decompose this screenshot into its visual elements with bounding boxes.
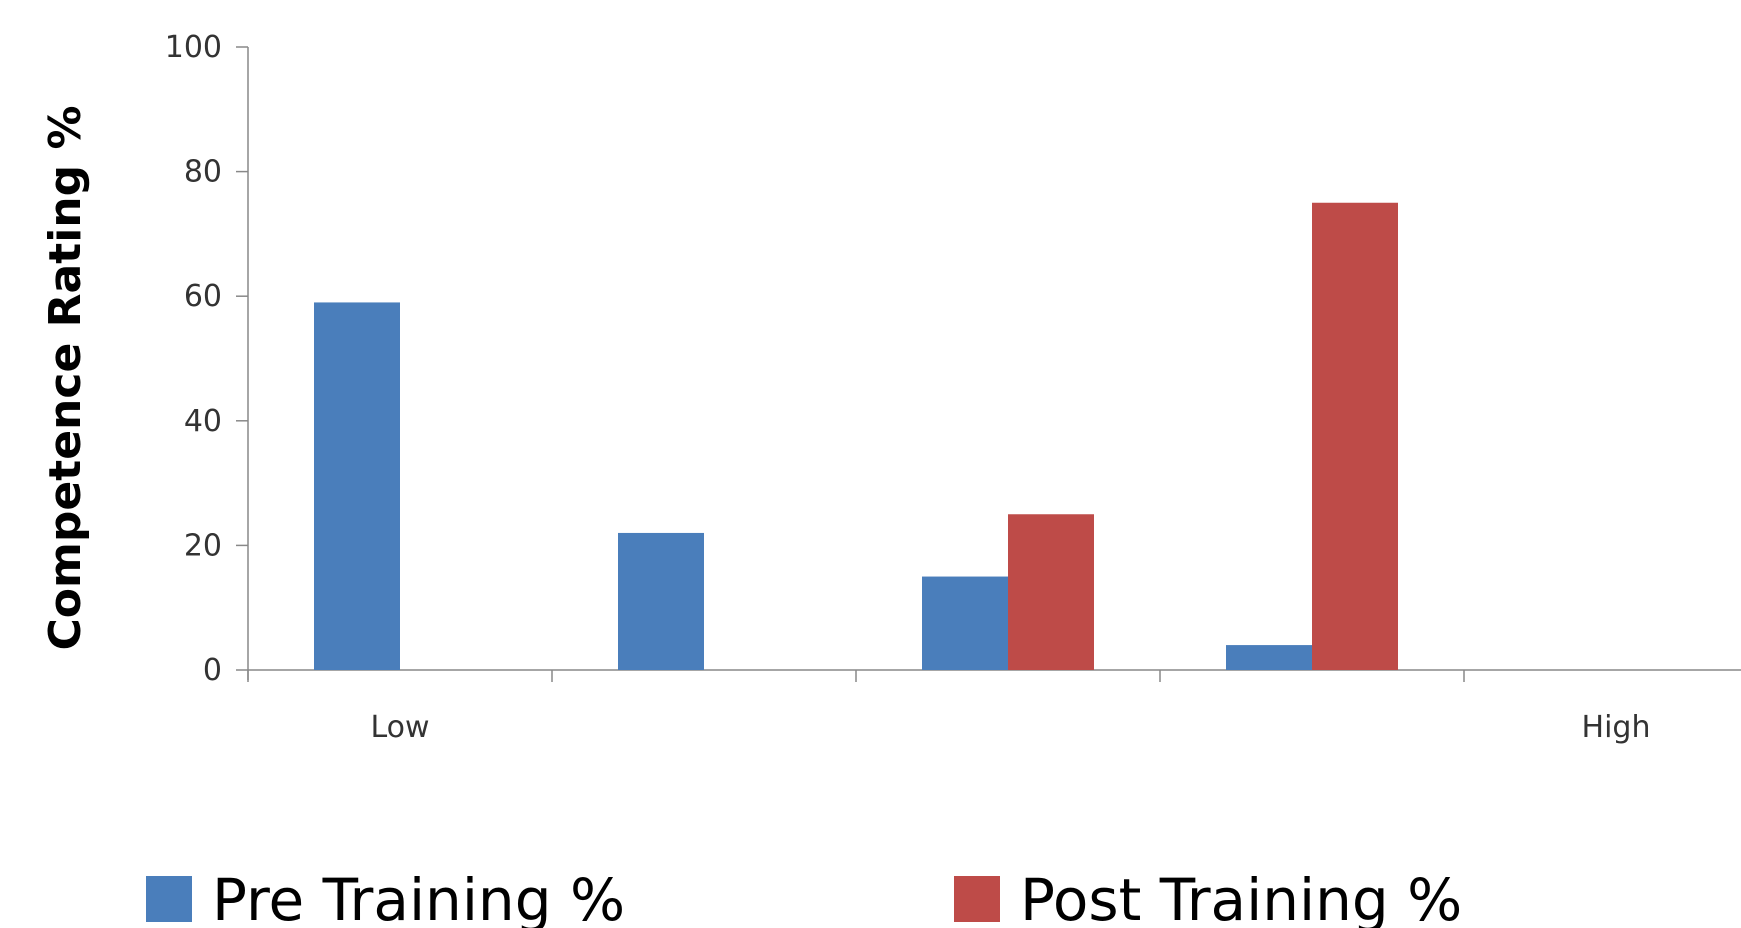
legend-swatch-0: [146, 876, 192, 922]
y-ticks: 0 20 40 60 80 100: [165, 30, 248, 688]
y-tick-label: 100: [165, 30, 222, 65]
x-tick-label: Low: [370, 710, 429, 745]
x-tick-labels: Low High: [370, 710, 1650, 745]
bar-pre-1: [618, 532, 704, 670]
y-tick-label: 80: [184, 155, 222, 190]
bar-pre-3: [1226, 645, 1312, 670]
y-tick-label: 60: [184, 279, 222, 314]
bar-post-2: [1008, 514, 1094, 670]
y-tick-label: 40: [184, 404, 222, 439]
y-tick-label: 20: [184, 528, 222, 563]
legend-swatch-1: [954, 876, 1000, 922]
bar-post-3: [1312, 202, 1398, 670]
bars: [314, 202, 1398, 670]
y-tick-label: 0: [203, 653, 222, 688]
legend-label-0: Pre Training %: [212, 866, 625, 928]
legend: Pre Training % Post Training %: [146, 866, 1462, 928]
legend-label-1: Post Training %: [1020, 866, 1462, 928]
y-axis-label-group: Competence Rating %: [40, 105, 91, 650]
x-tick-label: High: [1582, 710, 1651, 745]
bar-pre-0: [314, 302, 400, 670]
bar-pre-2: [922, 576, 1008, 670]
y-axis-label: Competence Rating %: [40, 105, 91, 650]
